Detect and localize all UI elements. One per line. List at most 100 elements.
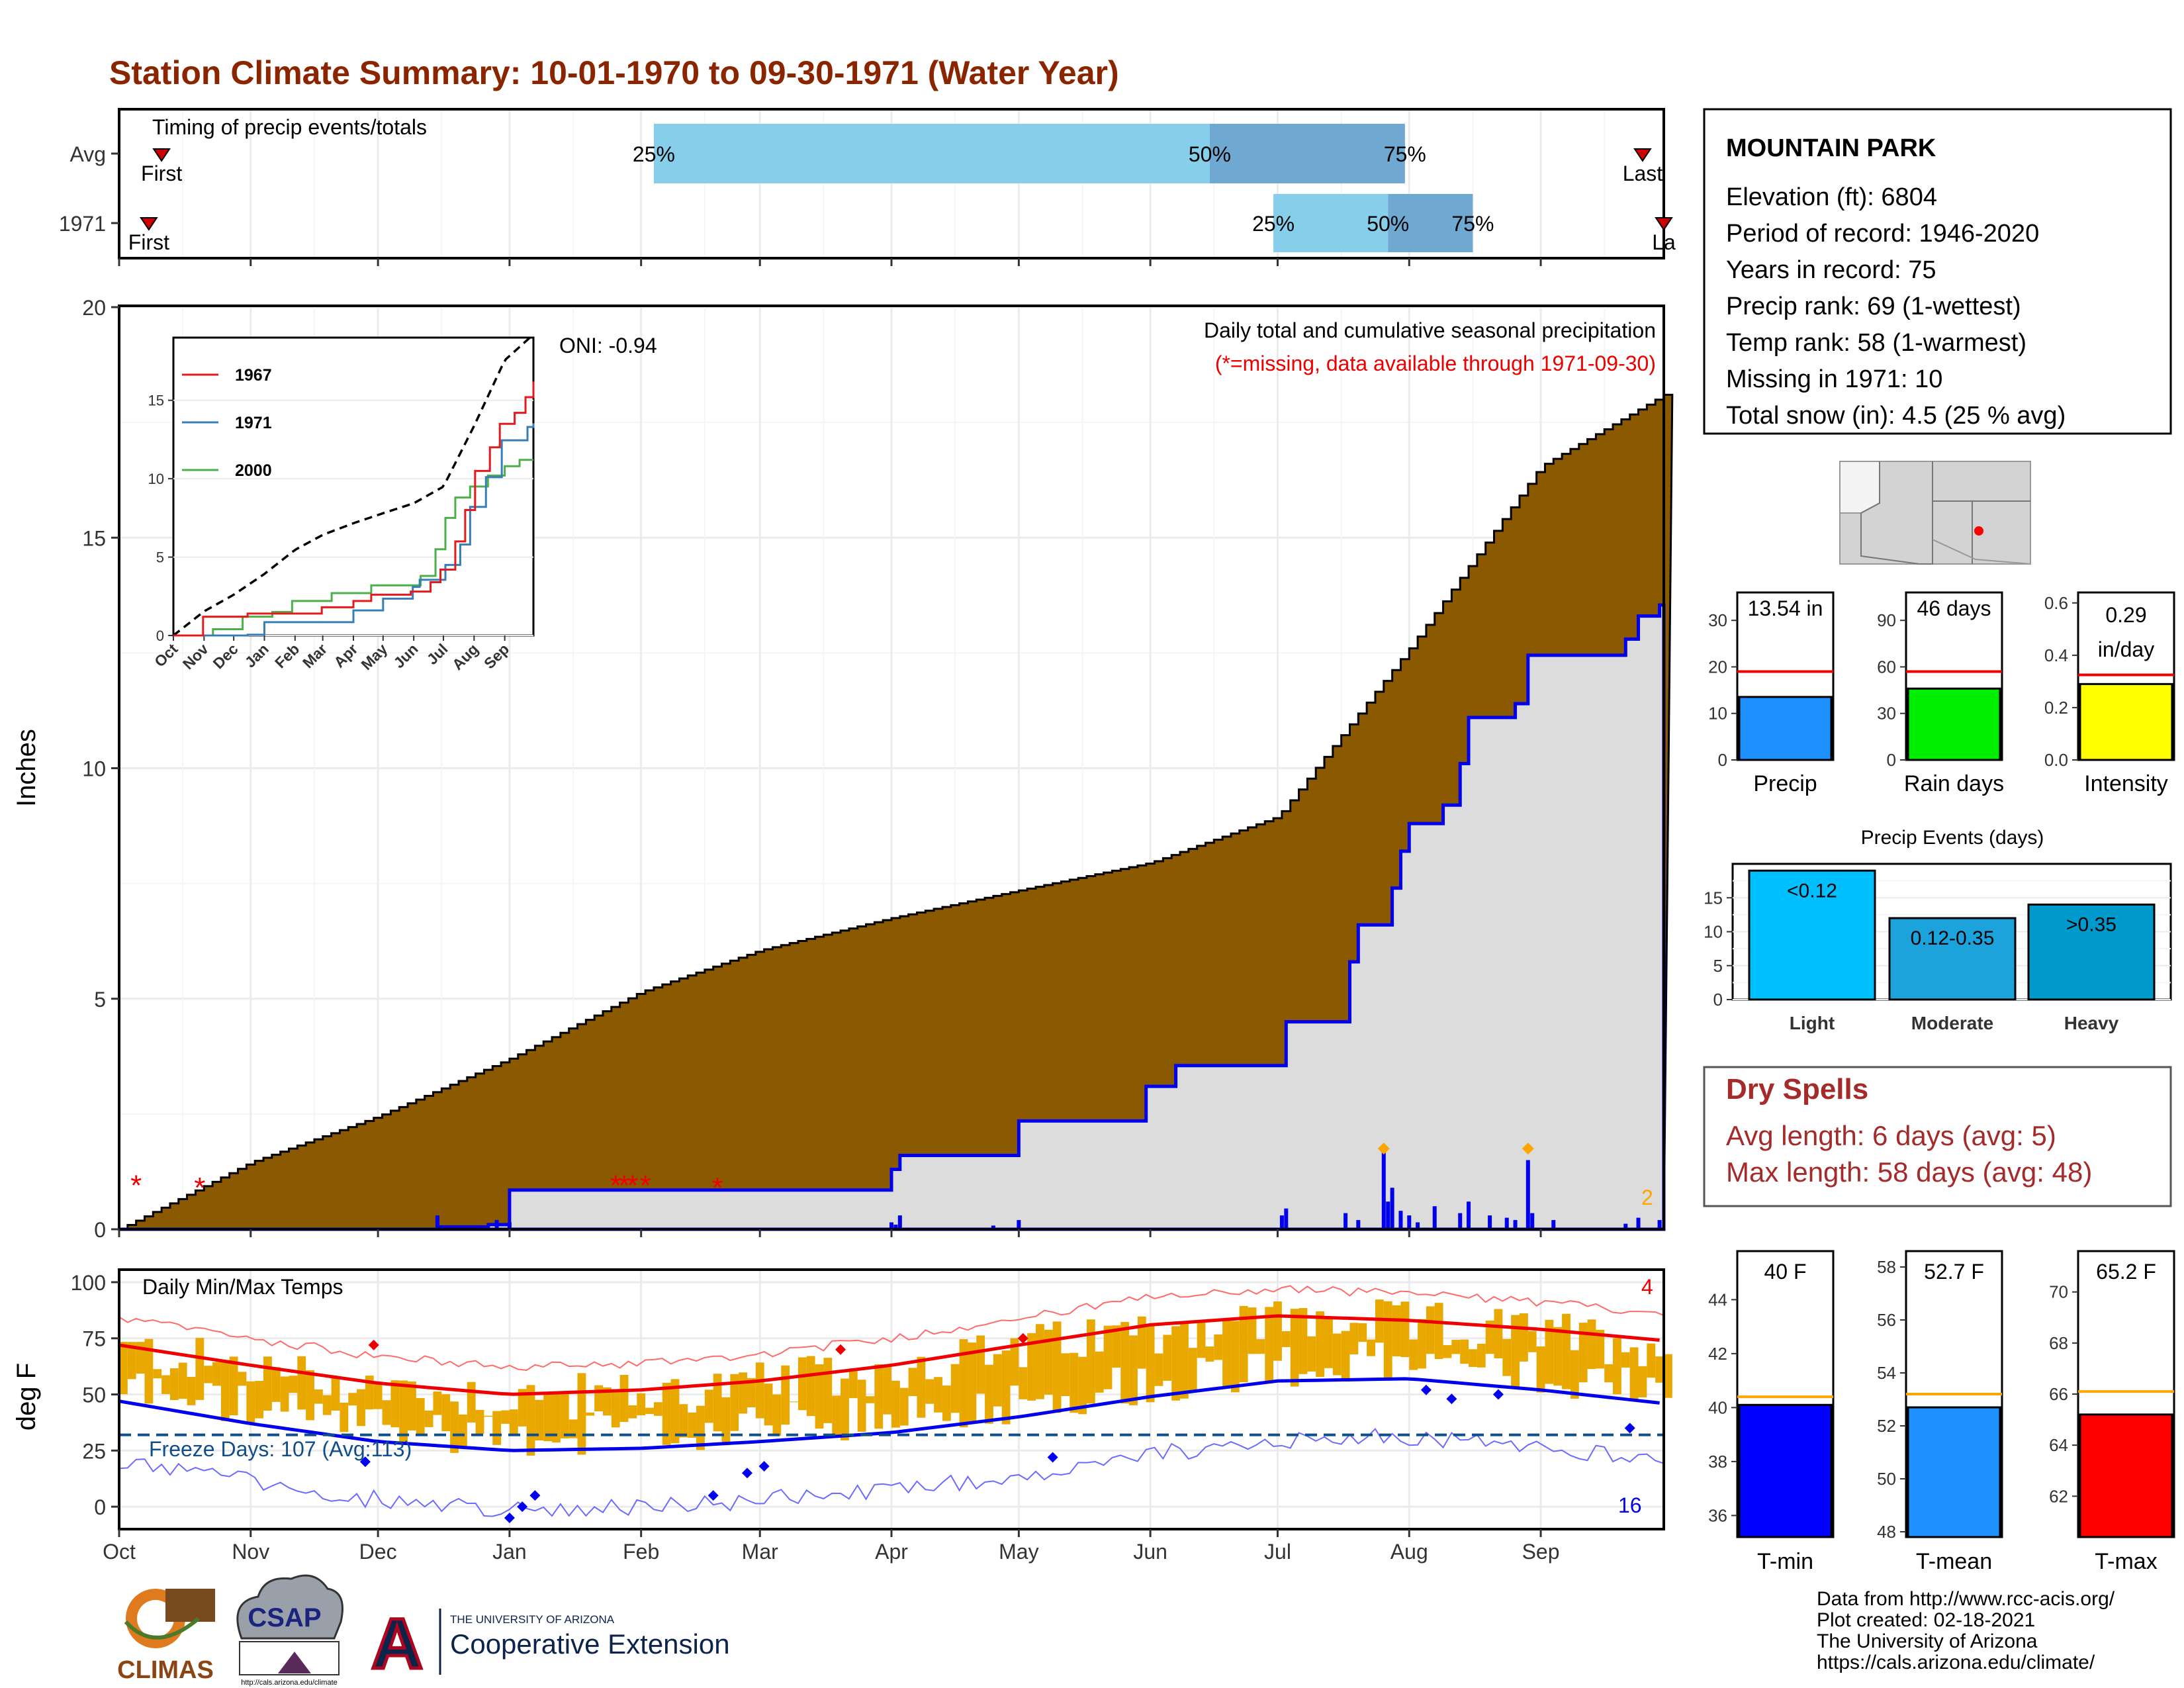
daily-temp-bar — [832, 1395, 841, 1437]
daily-temp-bar — [255, 1381, 264, 1419]
daily-temp-bar — [1536, 1346, 1545, 1393]
summary-bar-tick-label: 0 — [1718, 750, 1727, 770]
temp-ylabel: deg F — [12, 1363, 41, 1430]
average-min-line — [118, 1377, 1660, 1452]
temp-y-tick-label: 25 — [82, 1439, 106, 1463]
inset-y-tick-label: 15 — [148, 393, 164, 409]
daily-precip-bar — [1407, 1215, 1412, 1229]
record-low-marker — [1420, 1384, 1432, 1395]
inset-x-tick-label: Mar — [299, 640, 330, 671]
precip-y-tick-label: 0 — [94, 1218, 106, 1242]
event-bar — [1748, 869, 1876, 1001]
daily-temp-bar — [340, 1402, 349, 1432]
daily-temp-bar — [739, 1372, 747, 1414]
daily-temp-bar — [518, 1389, 527, 1427]
daily-temp-bar — [1604, 1364, 1614, 1383]
daily-precip-bar — [1432, 1206, 1437, 1229]
daily-precip-bar — [1381, 1149, 1386, 1229]
daily-temp-bar — [1154, 1353, 1163, 1386]
daily-temp-bar — [993, 1354, 1002, 1407]
inset-series-1971 — [173, 423, 535, 637]
daily-temp-bar — [772, 1394, 782, 1436]
station-info-line: Total snow (in): 4.5 (25 % avg) — [1726, 402, 2066, 430]
daily-temp-bar — [1494, 1309, 1503, 1358]
daily-temp-bar — [891, 1380, 900, 1428]
summary-bars: 0 10 20 30 13.54 in Precip 0 30 60 90 46 days Rain … — [1708, 591, 2175, 796]
precip-y-tick-label: 15 — [82, 526, 106, 550]
daily-temp-bar — [1418, 1319, 1426, 1369]
daily-temp-bar — [1188, 1348, 1197, 1393]
precip-events-panel: Precip Events (days) 0 5 10 15 <0.12 Light 0.12… — [1704, 827, 2172, 1033]
summary-bar-label: Rain days — [1904, 771, 2004, 796]
temp-bar-tick-label: 50 — [1877, 1469, 1896, 1489]
daily-temp-bar — [866, 1396, 875, 1403]
daily-precip-bar — [1488, 1215, 1492, 1229]
temp-bar-tick-label: 36 — [1708, 1505, 1727, 1525]
daily-temp-bar — [271, 1367, 281, 1402]
daily-temp-bar — [144, 1338, 154, 1404]
summary-bar-label: Intensity — [2084, 771, 2168, 796]
event-bar-label: Moderate — [1911, 1013, 1993, 1033]
daily-temp-bar — [169, 1368, 179, 1401]
daily-temp-bar — [195, 1338, 205, 1400]
station-info-box: MOUNTAIN PARK Elevation (ft): 6804 Period… — [1703, 108, 2172, 435]
daily-temp-bar — [382, 1400, 391, 1425]
month-tick-label: Jul — [1264, 1540, 1291, 1564]
daily-temp-bar — [1358, 1323, 1367, 1342]
temp-bar-tick-label: 48 — [1877, 1522, 1896, 1542]
timing-bar-late — [1388, 194, 1473, 252]
station-name: MOUNTAIN PARK — [1726, 134, 1936, 162]
daily-precip-bar — [893, 1225, 898, 1229]
inset-x-tick-label: Oct — [151, 640, 181, 671]
precip-y-tick-label: 20 — [82, 296, 106, 320]
daily-temp-bar — [220, 1360, 230, 1421]
daily-temp-bar — [161, 1375, 170, 1394]
events-title: Precip Events (days) — [1861, 827, 2044, 849]
daily-temp-bar — [509, 1409, 518, 1434]
daily-temp-bar — [331, 1378, 340, 1411]
credit-line: Plot created: 02-18-2021 — [1817, 1609, 2035, 1631]
temp-bar-label: T-max — [2095, 1549, 2157, 1574]
ua-letter: A — [371, 1603, 423, 1683]
inset-average-line — [172, 333, 535, 637]
daily-temp-bar — [950, 1364, 960, 1413]
daily-temp-bar — [441, 1394, 451, 1432]
summary-bar-tick-label: 0 — [1887, 750, 1896, 770]
daily-temp-bar — [1137, 1316, 1146, 1369]
daily-temp-bar — [1019, 1367, 1028, 1399]
record-low-marker — [1047, 1452, 1058, 1463]
daily-temp-bar — [399, 1380, 408, 1444]
daily-temp-bar — [959, 1339, 968, 1428]
daily-temp-bar — [1230, 1321, 1240, 1393]
daily-precip-bar — [1279, 1215, 1284, 1229]
daily-temp-bar — [153, 1369, 162, 1379]
daily-temp-bar — [925, 1379, 934, 1404]
temp-bar-tick-label: 56 — [1877, 1310, 1896, 1330]
record-high-marker — [835, 1344, 846, 1355]
oni-label: ONI: -0.94 — [559, 334, 657, 357]
last-event-marker — [1633, 148, 1652, 162]
temp-bar-value — [1907, 1406, 2001, 1538]
timing-row-label: Avg — [69, 142, 106, 166]
daily-temp-bar — [696, 1405, 705, 1450]
inset-x-tick-label: Jul — [424, 640, 451, 668]
daily-precip-bar — [1343, 1213, 1348, 1229]
inset-x-tick-label: Aug — [449, 640, 482, 673]
daily-precip-bar — [435, 1215, 439, 1229]
event-bar-label: Heavy — [2064, 1013, 2119, 1033]
missing-data-marker: * — [618, 1169, 629, 1201]
daily-precip-bar — [1636, 1217, 1641, 1229]
daily-temp-bar — [899, 1387, 909, 1426]
temp-bar-tick-label: 52 — [1877, 1416, 1896, 1436]
missing-data-marker: * — [712, 1172, 723, 1204]
daily-precip-bar — [1017, 1220, 1021, 1229]
month-tick-label: Dec — [359, 1540, 397, 1564]
precip-header: Daily total and cumulative seasonal prec… — [1204, 318, 1656, 342]
daily-temp-bar — [569, 1419, 578, 1438]
temp-bar-tick-label: 38 — [1708, 1452, 1727, 1472]
summary-bar-tick-label: 10 — [1708, 704, 1727, 724]
inset-x-tick-label: Dec — [209, 640, 241, 672]
daily-precip-bar — [494, 1220, 499, 1229]
daily-temp-bar — [314, 1389, 323, 1404]
daily-temp-bar — [390, 1380, 400, 1428]
